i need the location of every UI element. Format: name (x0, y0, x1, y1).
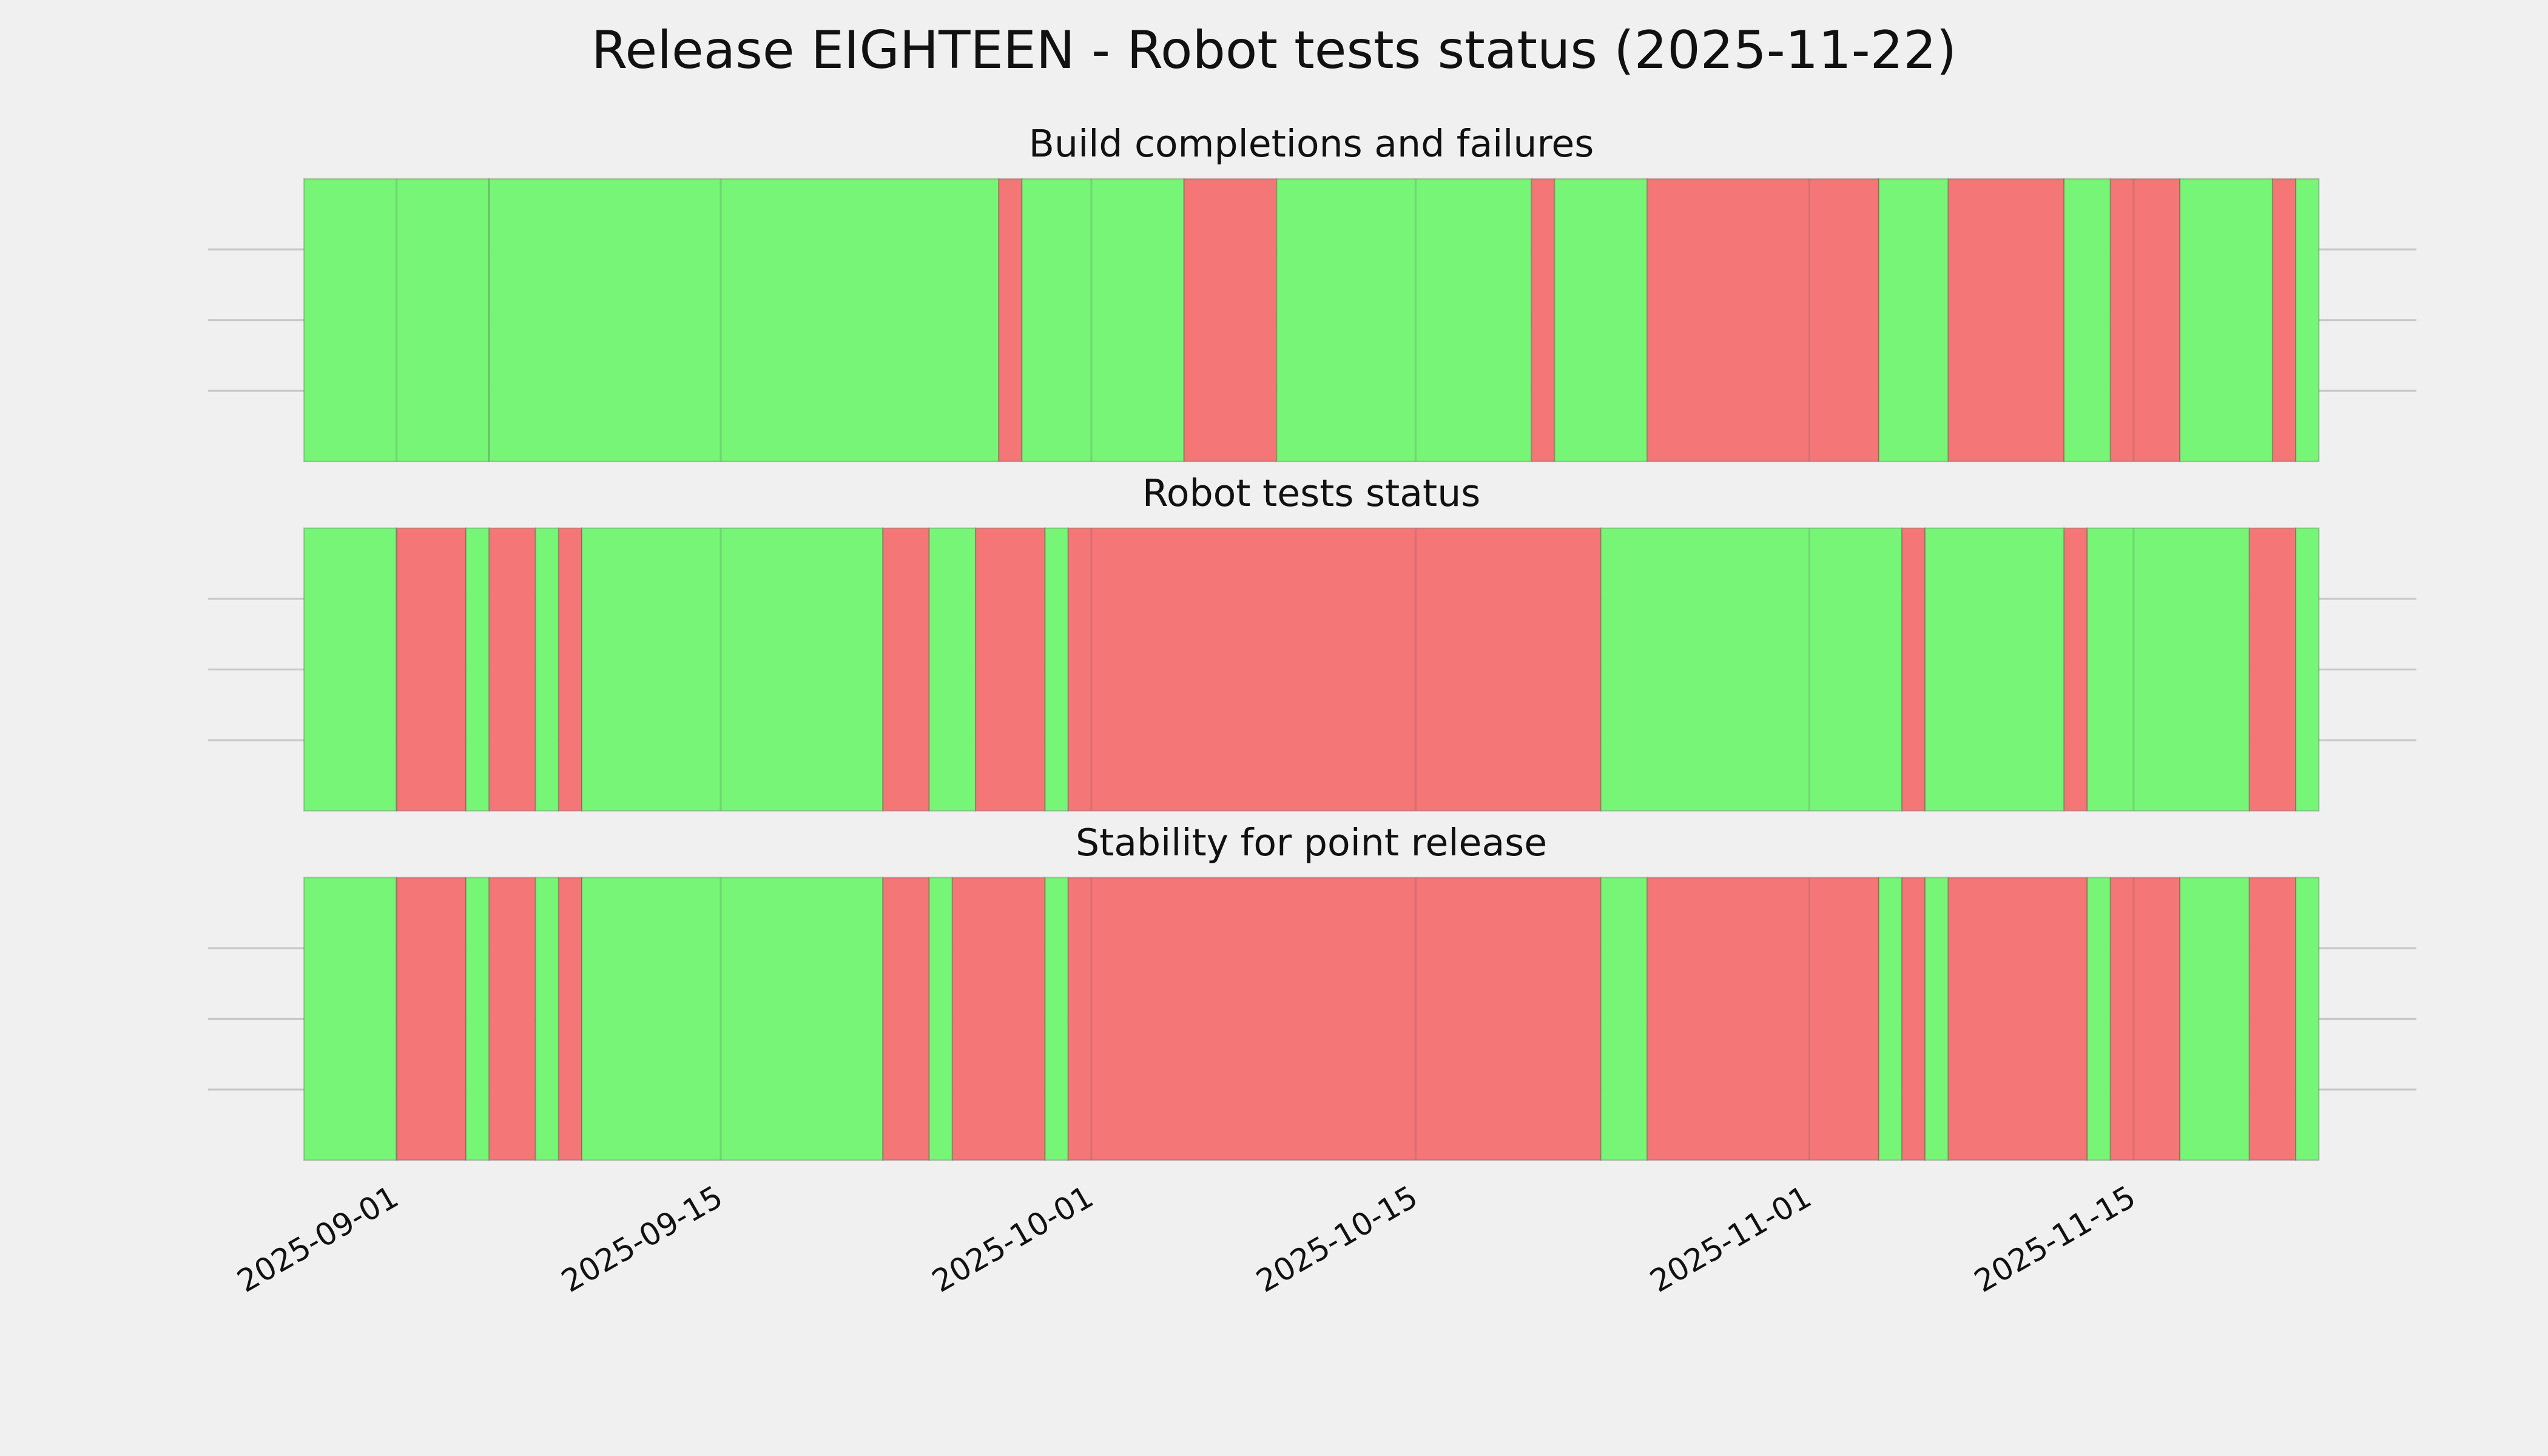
status-segment (488, 527, 536, 812)
status-segment (396, 527, 467, 812)
status-segment (1600, 527, 1903, 812)
chart-title: Release EIGHTEEN - Robot tests status (2… (592, 20, 1956, 81)
status-segment (928, 527, 977, 812)
status-segment (1183, 178, 1278, 462)
status-segment (928, 877, 953, 1161)
status-segment (1067, 877, 1602, 1161)
status-segment (1878, 877, 1903, 1161)
status-segment (465, 877, 490, 1161)
status-segment (2295, 178, 2320, 462)
status-segment (1554, 178, 1648, 462)
panel-title: Robot tests status (1142, 471, 1480, 515)
status-segment (2179, 877, 2250, 1161)
status-segment (2295, 877, 2320, 1161)
panel-title: Stability for point release (1076, 821, 1547, 864)
status-segment (1531, 178, 1555, 462)
status-segment (2063, 527, 2088, 812)
status-segment (558, 527, 583, 812)
status-segment (1901, 877, 1926, 1161)
status-segment (2179, 178, 2274, 462)
status-segment (1067, 527, 1602, 812)
status-segment (1276, 178, 1532, 462)
status-segment (2086, 527, 2250, 812)
status-segment (465, 527, 490, 812)
status-segment (2248, 877, 2297, 1161)
status-segment (2295, 527, 2320, 812)
status-segment (2063, 178, 2111, 462)
status-segment (1947, 178, 2065, 462)
status-segment (488, 178, 1000, 462)
status-segment (1924, 877, 1949, 1161)
status-segment (974, 527, 1046, 812)
status-segment (2109, 178, 2181, 462)
status-segment (303, 178, 490, 462)
status-segment (1901, 527, 1926, 812)
status-segment (1947, 877, 2088, 1161)
status-segment (1924, 527, 2065, 812)
status-segment (2086, 877, 2111, 1161)
status-segment (2271, 178, 2297, 462)
status-segment (1600, 877, 1648, 1161)
status-segment (882, 527, 930, 812)
status-segment (534, 527, 559, 812)
status-segment (951, 877, 1046, 1161)
status-segment (1044, 877, 1069, 1161)
status-segment (998, 178, 1023, 462)
status-segment (1878, 178, 1949, 462)
status-segment (1646, 877, 1880, 1161)
status-segment (882, 877, 930, 1161)
status-segment (581, 877, 884, 1161)
status-segment (396, 877, 467, 1161)
status-segment (488, 877, 536, 1161)
status-segment (534, 877, 559, 1161)
status-segment (1044, 527, 1069, 812)
status-segment (303, 877, 397, 1161)
status-segment (558, 877, 583, 1161)
status-segment (2248, 527, 2297, 812)
status-segment (303, 527, 397, 812)
status-segment (1021, 178, 1185, 462)
status-segment (1646, 178, 1880, 462)
panel-title: Build completions and failures (1029, 122, 1594, 166)
status-segment (2109, 877, 2181, 1161)
status-segment (581, 527, 884, 812)
